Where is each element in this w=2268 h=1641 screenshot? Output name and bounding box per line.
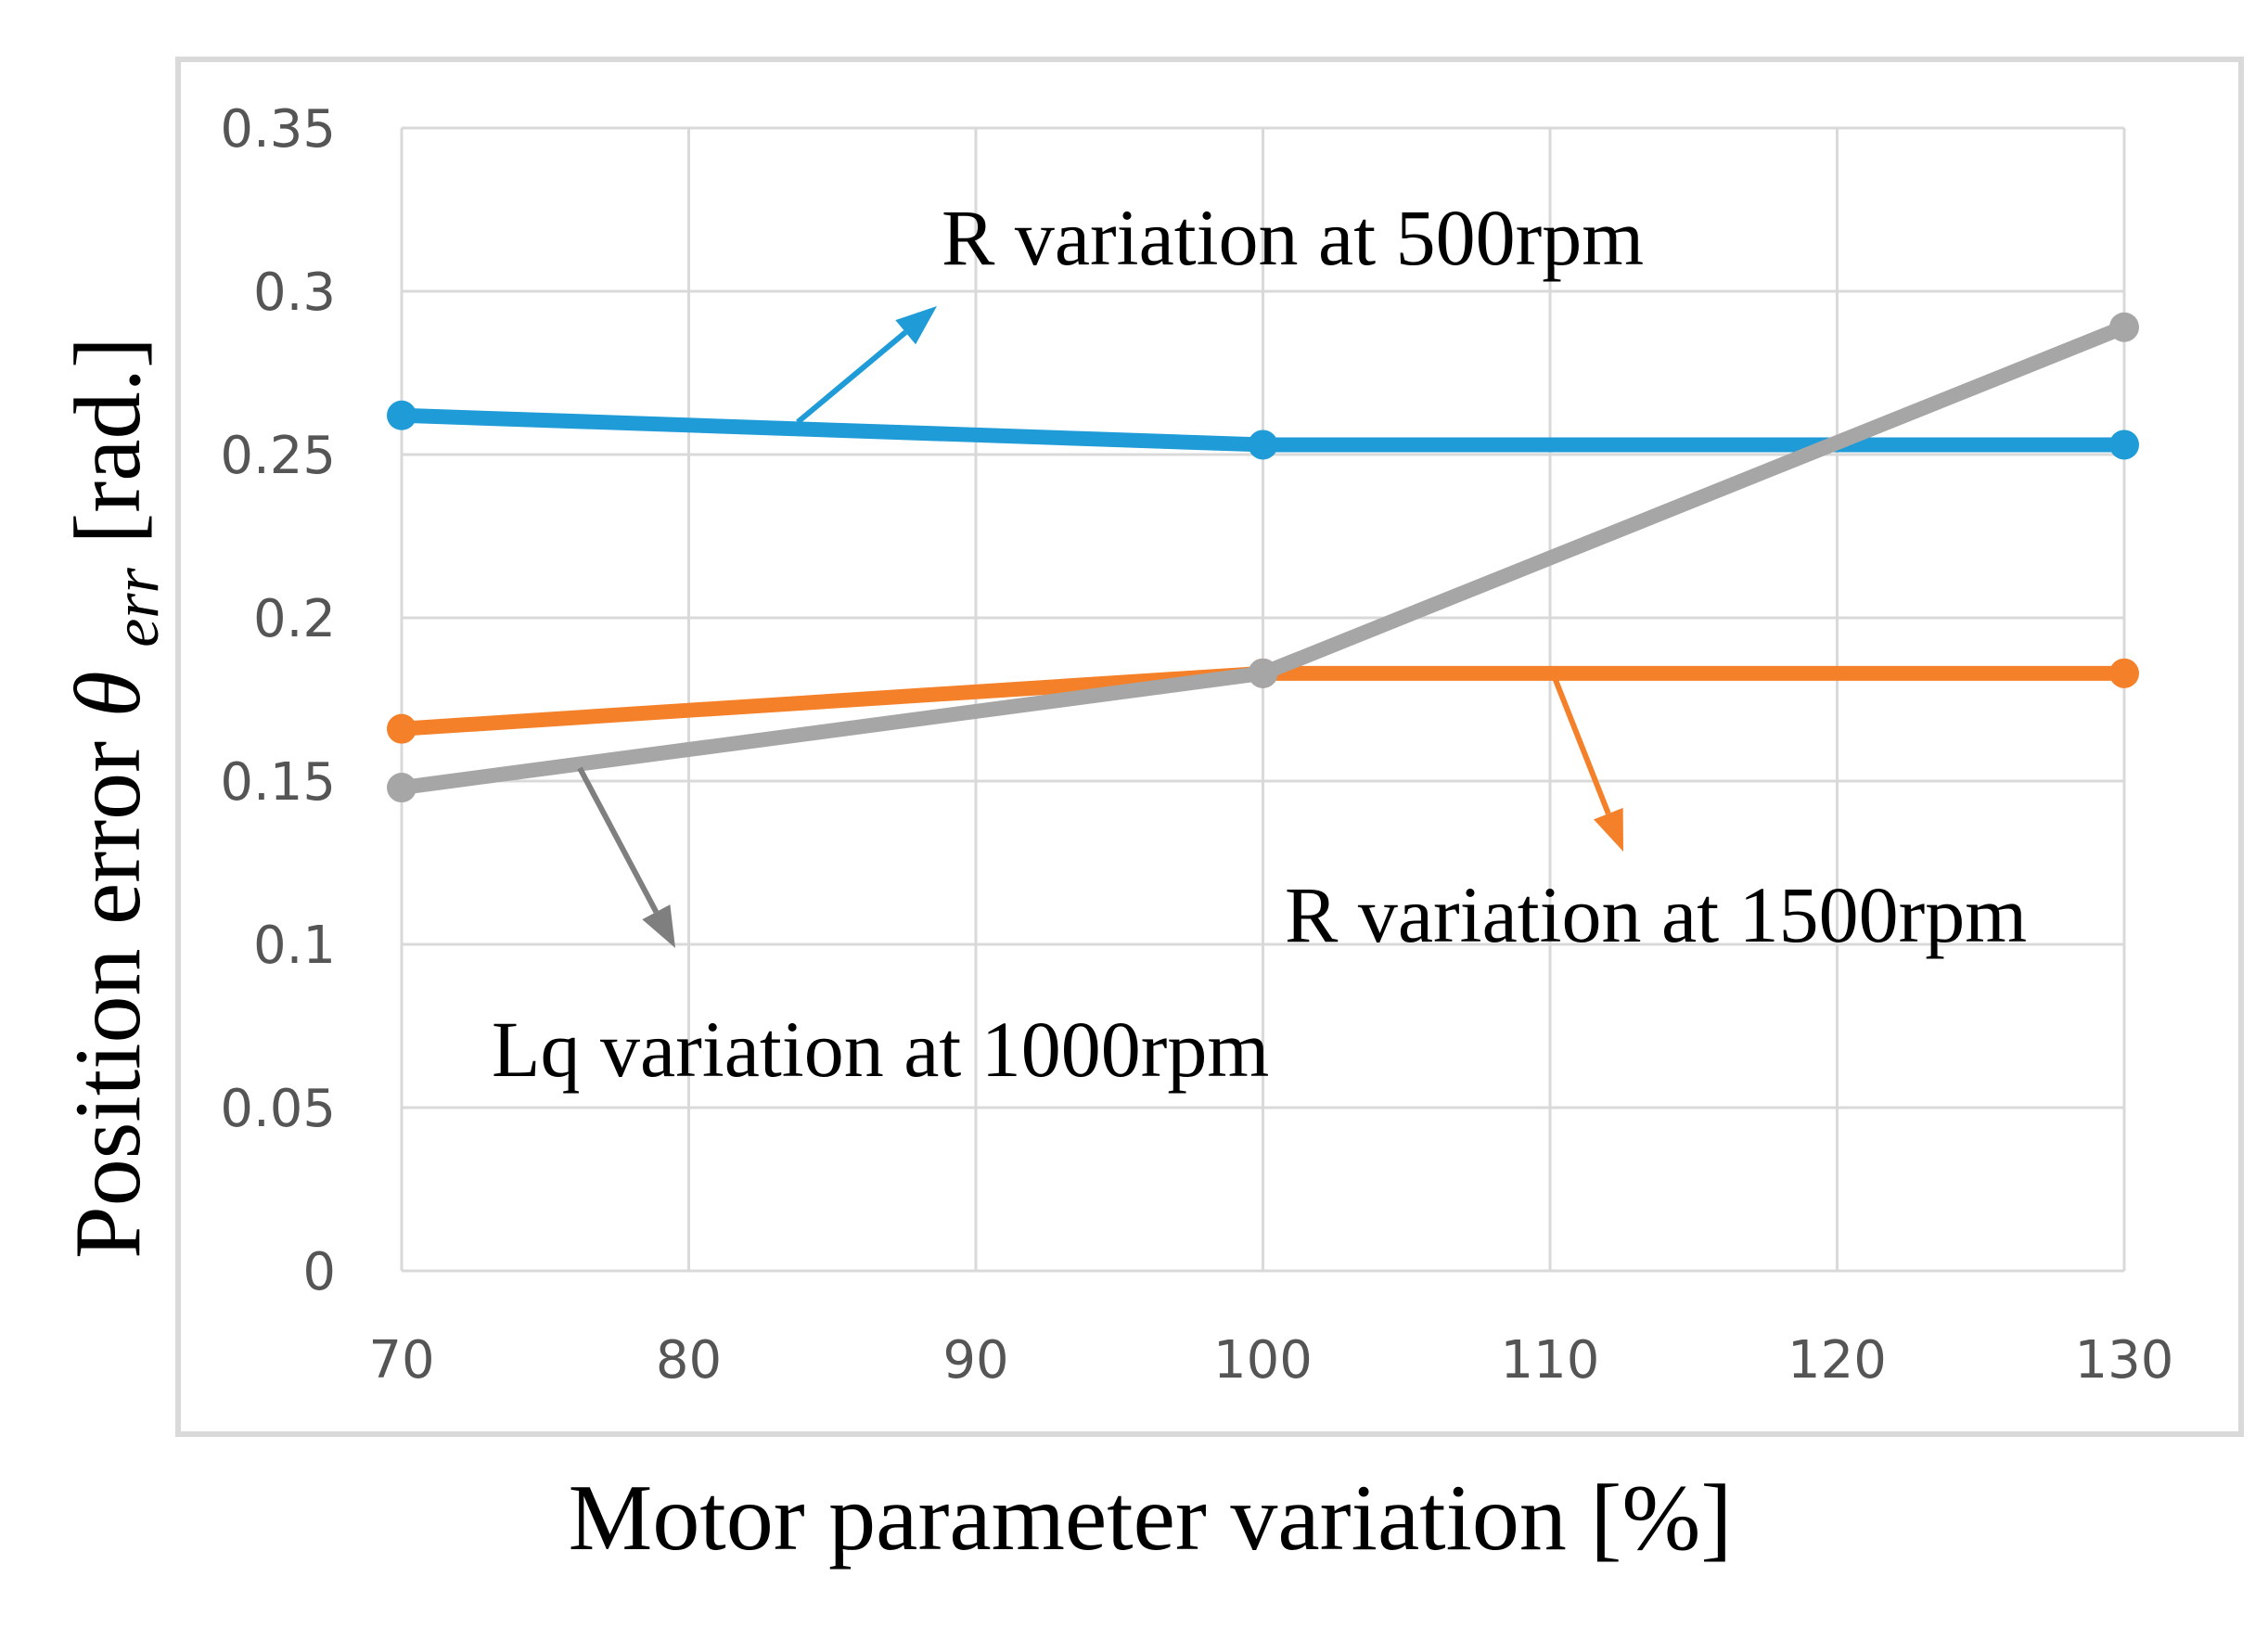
y-axis-title-suffix: [rad.] <box>56 337 160 545</box>
series-layer <box>387 312 2139 803</box>
y-tick-label: 0.1 <box>253 916 336 976</box>
annotation-layer: R variation at 500rpm R variation at 1500… <box>492 193 2027 1094</box>
y-axis-title-subscript: err <box>101 567 173 647</box>
y-tick-label: 0 <box>302 1242 336 1302</box>
data-point <box>1248 429 1278 460</box>
x-tick-label: 70 <box>368 1330 434 1391</box>
y-axis-title: Position error θ err [rad.] <box>56 337 179 1259</box>
annotation-label: R variation at 500rpm <box>942 193 1644 282</box>
annotation-arrowhead <box>895 306 937 345</box>
annotation-label: R variation at 1500rpm <box>1285 870 2027 959</box>
x-tick-label: 110 <box>1501 1330 1600 1391</box>
x-tick-label: 130 <box>2075 1330 2174 1391</box>
y-tick-label: 0.15 <box>220 752 336 813</box>
grid-layer <box>400 126 2126 1273</box>
annotation-arrowhead <box>642 904 675 948</box>
annotation-arrow <box>796 329 908 425</box>
chart-frame <box>175 57 2244 1437</box>
annotation-arrowhead <box>1594 807 1623 852</box>
y-tick-label: 0.2 <box>253 589 336 649</box>
annotation-1: R variation at 1500rpm <box>1285 673 2027 959</box>
x-tick-label: 100 <box>1213 1330 1313 1391</box>
annotation-0: R variation at 500rpm <box>796 193 1644 425</box>
tick-labels: 0 0.05 0.1 0.15 0.2 0.25 0.3 0.35 70 80 90 100 110 12… <box>220 99 2173 1391</box>
y-axis-title-prefix: Position error <box>56 717 160 1259</box>
y-tick-label: 0.35 <box>220 99 336 160</box>
x-tick-label: 80 <box>656 1330 722 1391</box>
y-tick-label: 0.05 <box>220 1079 336 1139</box>
y-tick-label: 0.3 <box>253 263 336 323</box>
data-point <box>2109 429 2139 460</box>
series-2 <box>387 312 2139 803</box>
annotation-arrow <box>577 766 660 914</box>
y-tick-label: 0.25 <box>220 426 336 486</box>
x-tick-label: 120 <box>1787 1330 1887 1391</box>
y-axis-title-symbol: θ <box>56 671 160 717</box>
annotation-2: Lq variation at 1000rpm <box>492 766 1269 1094</box>
annotation-label: Lq variation at 1000rpm <box>492 1005 1269 1094</box>
data-point <box>2109 312 2139 342</box>
data-point <box>387 400 416 430</box>
data-point <box>387 773 416 803</box>
x-tick-label: 90 <box>942 1330 1008 1391</box>
data-point <box>387 713 416 744</box>
data-point <box>2109 658 2139 688</box>
x-axis-title: Motor parameter variation [%] <box>569 1466 1733 1570</box>
annotation-arrow <box>1551 673 1611 815</box>
data-point <box>1248 658 1278 688</box>
